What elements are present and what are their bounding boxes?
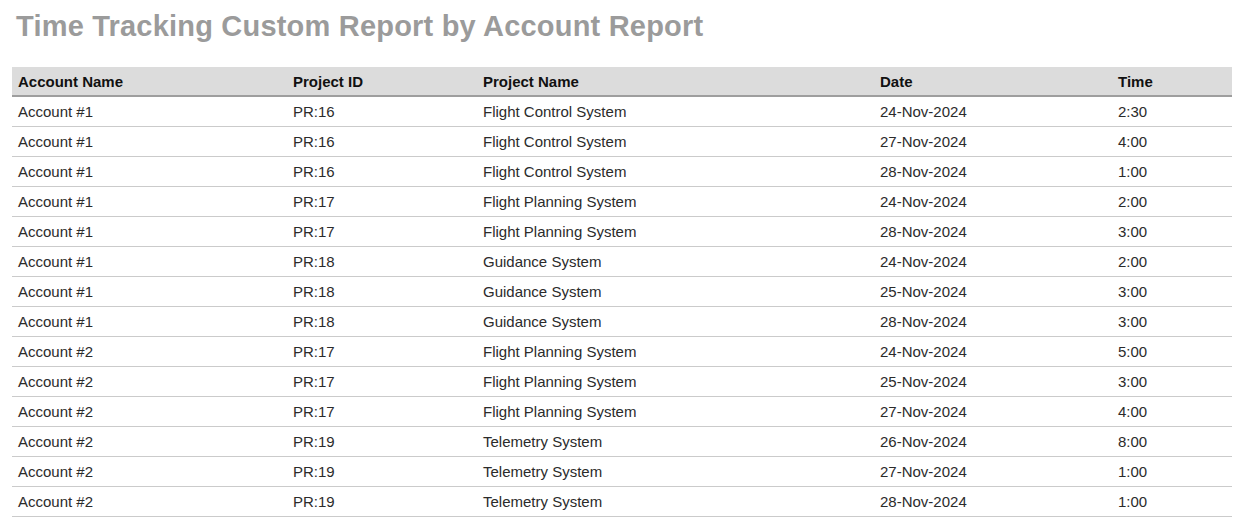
cell-time: 2:00: [1112, 187, 1232, 217]
table-row: Account #1 PR:16 Flight Control System 2…: [12, 96, 1232, 127]
cell-account-name: Account #1: [12, 217, 287, 247]
cell-time: 2:00: [1112, 247, 1232, 277]
header-row: Account Name Project ID Project Name Dat…: [12, 67, 1232, 96]
cell-time: 3:00: [1112, 217, 1232, 247]
cell-account-name: Account #1: [12, 127, 287, 157]
report-page: Time Tracking Custom Report by Account R…: [0, 10, 1240, 517]
cell-date: 24-Nov-2024: [874, 96, 1112, 127]
cell-time: 8:00: [1112, 427, 1232, 457]
cell-time: 1:00: [1112, 457, 1232, 487]
cell-project-id: PR:18: [287, 277, 477, 307]
cell-project-name: Flight Planning System: [477, 367, 874, 397]
cell-project-name: Telemetry System: [477, 487, 874, 517]
cell-project-id: PR:16: [287, 127, 477, 157]
cell-account-name: Account #2: [12, 337, 287, 367]
cell-date: 28-Nov-2024: [874, 487, 1112, 517]
cell-date: 26-Nov-2024: [874, 427, 1112, 457]
column-header-project-id: Project ID: [287, 67, 477, 96]
column-header-date: Date: [874, 67, 1112, 96]
cell-project-name: Telemetry System: [477, 427, 874, 457]
cell-project-id: PR:17: [287, 337, 477, 367]
column-header-time: Time: [1112, 67, 1232, 96]
cell-time: 3:00: [1112, 307, 1232, 337]
cell-project-id: PR:16: [287, 96, 477, 127]
cell-date: 25-Nov-2024: [874, 277, 1112, 307]
time-tracking-report-table: Account Name Project ID Project Name Dat…: [12, 67, 1232, 517]
table-row: Account #1 PR:16 Flight Control System 2…: [12, 157, 1232, 187]
cell-project-name: Guidance System: [477, 277, 874, 307]
table-row: Account #1 PR:17 Flight Planning System …: [12, 217, 1232, 247]
cell-date: 28-Nov-2024: [874, 157, 1112, 187]
cell-project-id: PR:16: [287, 157, 477, 187]
column-header-project-name: Project Name: [477, 67, 874, 96]
cell-project-name: Flight Planning System: [477, 337, 874, 367]
cell-date: 27-Nov-2024: [874, 397, 1112, 427]
cell-account-name: Account #2: [12, 367, 287, 397]
cell-time: 1:00: [1112, 157, 1232, 187]
cell-project-id: PR:19: [287, 457, 477, 487]
cell-project-name: Flight Planning System: [477, 397, 874, 427]
cell-project-name: Flight Planning System: [477, 187, 874, 217]
cell-time: 3:00: [1112, 367, 1232, 397]
cell-account-name: Account #1: [12, 96, 287, 127]
table-row: Account #2 PR:17 Flight Planning System …: [12, 367, 1232, 397]
cell-project-id: PR:17: [287, 217, 477, 247]
cell-project-name: Flight Control System: [477, 157, 874, 187]
cell-account-name: Account #1: [12, 307, 287, 337]
report-table-body: Account #1 PR:16 Flight Control System 2…: [12, 96, 1232, 517]
cell-time: 3:00: [1112, 277, 1232, 307]
report-table-header: Account Name Project ID Project Name Dat…: [12, 67, 1232, 96]
page-title: Time Tracking Custom Report by Account R…: [16, 10, 1240, 43]
table-row: Account #2 PR:17 Flight Planning System …: [12, 397, 1232, 427]
cell-date: 24-Nov-2024: [874, 247, 1112, 277]
column-header-account-name: Account Name: [12, 67, 287, 96]
cell-project-id: PR:19: [287, 487, 477, 517]
cell-project-id: PR:18: [287, 307, 477, 337]
cell-date: 24-Nov-2024: [874, 187, 1112, 217]
table-row: Account #1 PR:18 Guidance System 25-Nov-…: [12, 277, 1232, 307]
cell-date: 27-Nov-2024: [874, 457, 1112, 487]
table-row: Account #1 PR:16 Flight Control System 2…: [12, 127, 1232, 157]
table-row: Account #2 PR:19 Telemetry System 27-Nov…: [12, 457, 1232, 487]
cell-date: 27-Nov-2024: [874, 127, 1112, 157]
cell-account-name: Account #1: [12, 157, 287, 187]
table-row: Account #1 PR:18 Guidance System 24-Nov-…: [12, 247, 1232, 277]
cell-project-name: Flight Planning System: [477, 217, 874, 247]
table-row: Account #1 PR:17 Flight Planning System …: [12, 187, 1232, 217]
cell-project-id: PR:19: [287, 427, 477, 457]
cell-project-name: Telemetry System: [477, 457, 874, 487]
cell-account-name: Account #2: [12, 397, 287, 427]
cell-project-name: Flight Control System: [477, 127, 874, 157]
cell-project-name: Guidance System: [477, 307, 874, 337]
cell-account-name: Account #2: [12, 487, 287, 517]
cell-time: 5:00: [1112, 337, 1232, 367]
table-row: Account #2 PR:17 Flight Planning System …: [12, 337, 1232, 367]
cell-account-name: Account #2: [12, 427, 287, 457]
cell-date: 25-Nov-2024: [874, 367, 1112, 397]
cell-account-name: Account #1: [12, 187, 287, 217]
cell-project-id: PR:17: [287, 397, 477, 427]
cell-project-id: PR:17: [287, 187, 477, 217]
cell-project-id: PR:18: [287, 247, 477, 277]
table-row: Account #2 PR:19 Telemetry System 28-Nov…: [12, 487, 1232, 517]
cell-project-name: Guidance System: [477, 247, 874, 277]
cell-time: 4:00: [1112, 127, 1232, 157]
cell-account-name: Account #2: [12, 457, 287, 487]
cell-project-name: Flight Control System: [477, 96, 874, 127]
cell-project-id: PR:17: [287, 367, 477, 397]
cell-account-name: Account #1: [12, 277, 287, 307]
cell-time: 2:30: [1112, 96, 1232, 127]
table-row: Account #2 PR:19 Telemetry System 26-Nov…: [12, 427, 1232, 457]
table-row: Account #1 PR:18 Guidance System 28-Nov-…: [12, 307, 1232, 337]
cell-time: 1:00: [1112, 487, 1232, 517]
cell-date: 28-Nov-2024: [874, 307, 1112, 337]
cell-date: 28-Nov-2024: [874, 217, 1112, 247]
cell-date: 24-Nov-2024: [874, 337, 1112, 367]
cell-account-name: Account #1: [12, 247, 287, 277]
cell-time: 4:00: [1112, 397, 1232, 427]
